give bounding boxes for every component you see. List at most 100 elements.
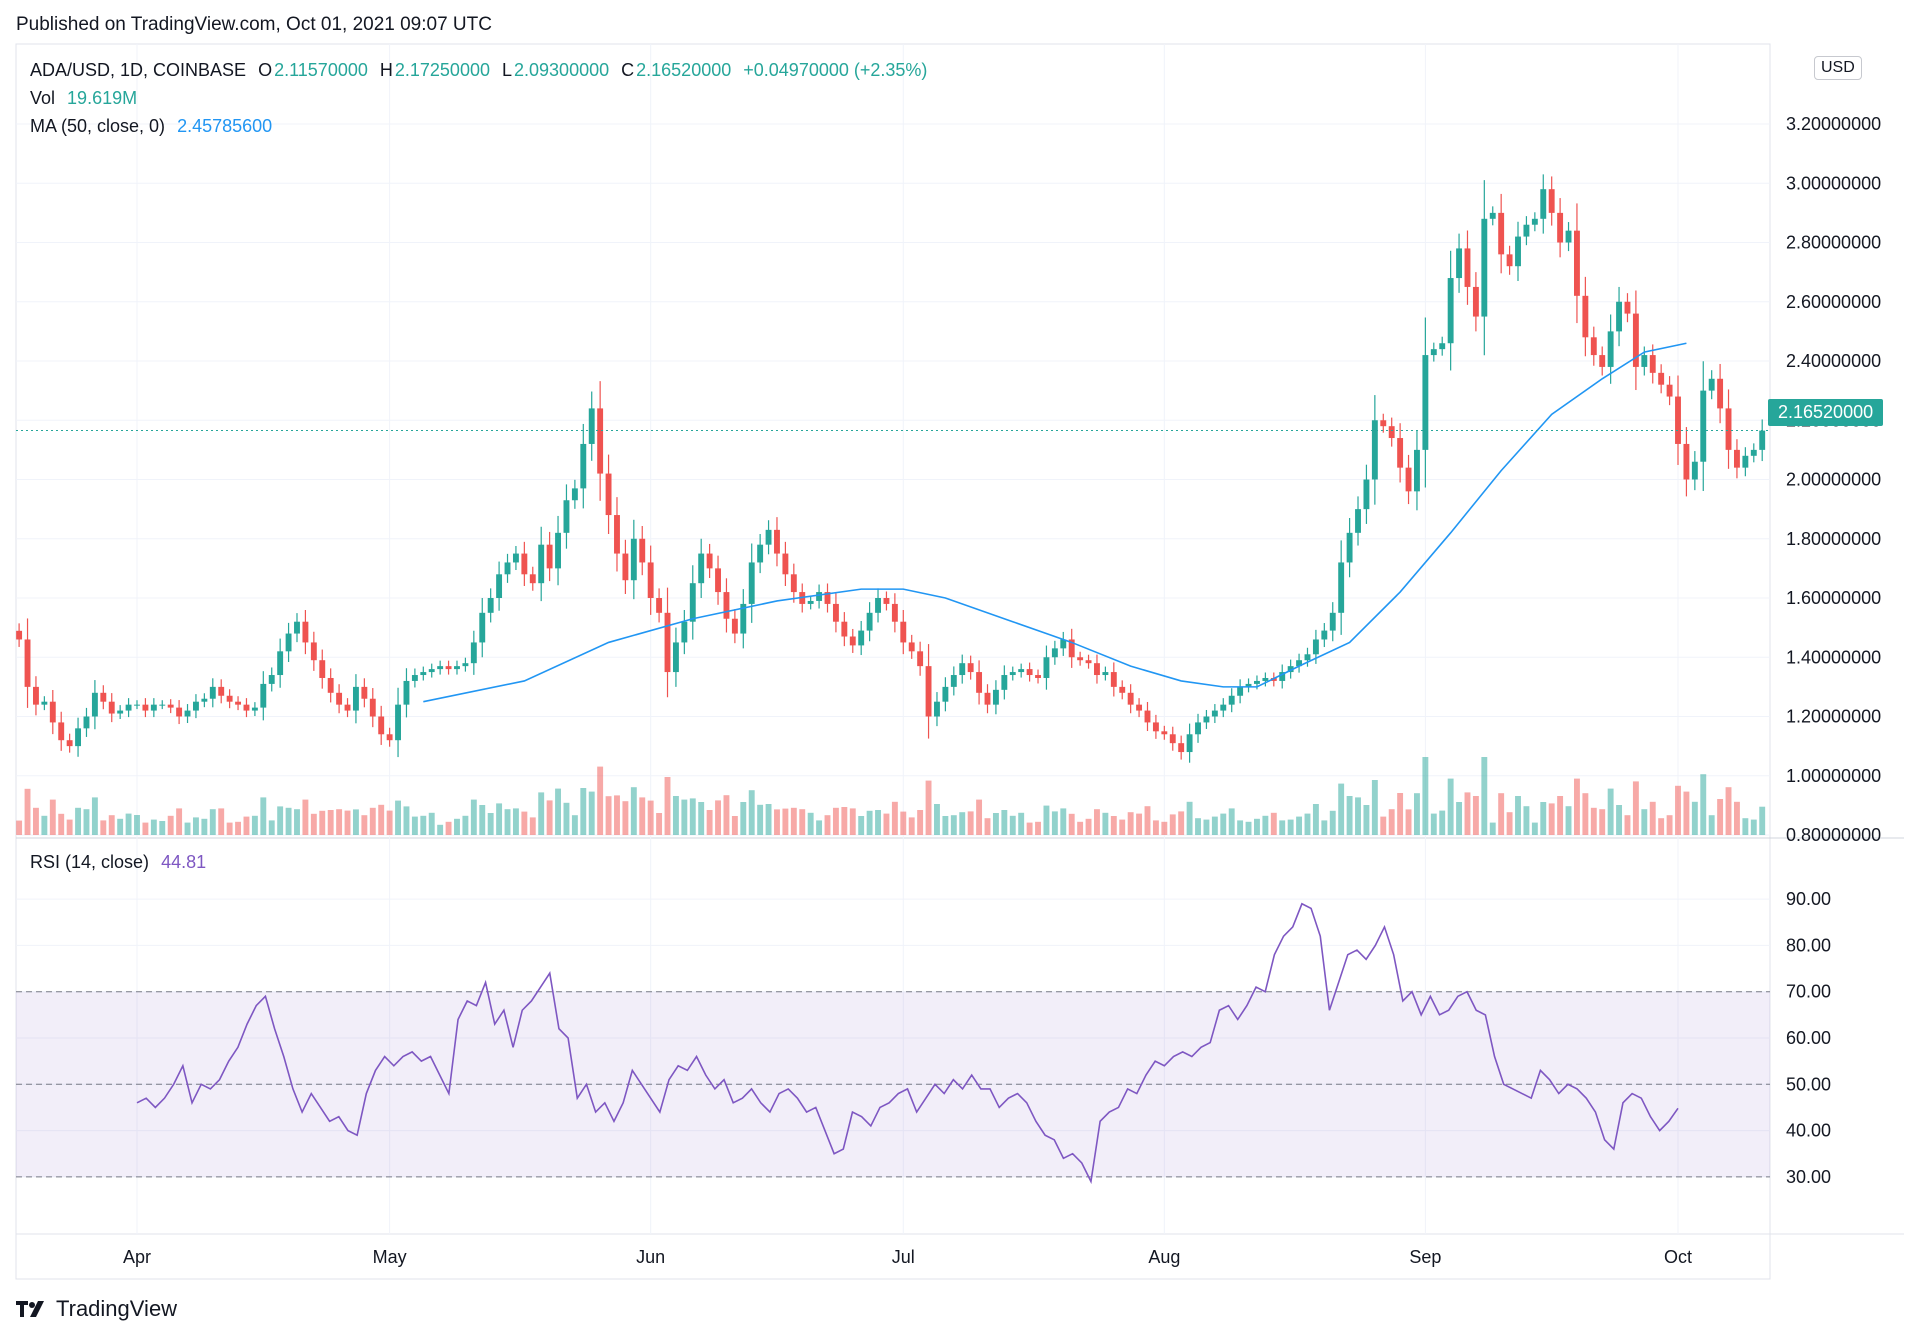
legend-ma-label: MA (50, close, 0)	[30, 116, 166, 136]
candle-body	[748, 562, 755, 604]
candle-body	[16, 630, 23, 640]
last-price-tag: 2.16520000	[1768, 399, 1884, 426]
candle-body	[403, 680, 410, 705]
volume-bar	[1127, 812, 1134, 835]
volume-bar	[597, 766, 604, 835]
candle-body	[108, 701, 115, 714]
price-tick-label: 2.40000000	[1786, 351, 1881, 371]
volume-bar	[959, 812, 966, 835]
candle-body	[327, 677, 334, 693]
volume-bar	[167, 815, 174, 835]
volume-bar	[1178, 811, 1185, 835]
candle-body	[1060, 639, 1067, 649]
volume-bar	[1506, 812, 1513, 835]
volume-bar	[117, 818, 124, 835]
volume-bar	[1582, 793, 1589, 835]
volume-bar	[243, 816, 250, 835]
legend-h-value: 2.17250000	[394, 60, 490, 80]
candle-body	[1641, 355, 1648, 367]
volume-bar	[176, 808, 183, 835]
volume-bar	[16, 820, 23, 835]
volume-bar	[1346, 796, 1353, 835]
volume-bar	[1481, 757, 1488, 835]
candle-body	[91, 692, 98, 717]
candle-body	[1472, 286, 1479, 317]
volume-bar	[555, 788, 561, 835]
volume-bar	[1287, 819, 1294, 835]
candle-body	[1447, 278, 1454, 344]
candle-body	[150, 704, 157, 711]
candle-body	[159, 704, 166, 706]
volume-bar	[319, 810, 326, 835]
volume-bar	[1439, 810, 1446, 835]
volume-bar	[1523, 806, 1530, 835]
volume-bar	[1169, 814, 1176, 835]
ma-line	[423, 342, 1687, 703]
volume-bar	[66, 819, 73, 835]
volume-bar	[24, 788, 31, 835]
candle-body	[445, 666, 452, 670]
candle-body	[925, 666, 932, 717]
candle-body	[1279, 672, 1286, 681]
candle-body	[1220, 704, 1227, 711]
candle-body	[1733, 449, 1740, 468]
volume-bar	[1371, 780, 1378, 835]
candle-body	[908, 642, 915, 652]
volume-bar	[849, 808, 856, 835]
volume-bar	[125, 813, 132, 835]
candle-body	[715, 568, 721, 593]
volume-bar	[75, 807, 82, 835]
candle-body	[723, 592, 730, 619]
volume-bar	[445, 821, 452, 835]
rsi-tick-label: 90.00	[1786, 889, 1831, 909]
candle-body	[1616, 301, 1623, 332]
volume-bar	[1414, 793, 1420, 835]
candle-body	[319, 660, 326, 678]
candle-body	[1203, 716, 1210, 723]
candle-body	[1607, 331, 1614, 367]
candle-body	[235, 701, 241, 705]
volume-bar	[251, 815, 258, 835]
candle-body	[891, 603, 898, 622]
volume-bar	[1683, 791, 1690, 835]
time-tick-label: May	[373, 1247, 407, 1267]
volume-bar	[1068, 813, 1075, 835]
candle-body	[934, 701, 940, 717]
candle-body	[588, 408, 595, 444]
candle-body	[1127, 692, 1134, 705]
volume-bar	[1195, 818, 1201, 835]
volume-bar	[1152, 820, 1159, 835]
volume-bar	[883, 813, 890, 835]
candle-body	[251, 707, 258, 711]
candle-body	[1371, 420, 1378, 480]
volume-bar	[1304, 813, 1311, 835]
volume-bar	[782, 808, 789, 835]
volume-bar	[1279, 820, 1286, 835]
volume-bar	[1211, 816, 1218, 835]
tradingview-logo[interactable]: TradingView	[16, 1296, 177, 1322]
candle-body	[731, 618, 738, 634]
candle-body	[496, 574, 503, 598]
volume-bar	[294, 809, 300, 835]
currency-button[interactable]: USD	[1814, 56, 1862, 80]
volume-bar	[1018, 812, 1025, 835]
candle-body	[1211, 710, 1218, 717]
price-tick-label: 1.60000000	[1786, 588, 1881, 608]
volume-bar	[218, 808, 225, 835]
volume-bar	[1186, 801, 1193, 835]
candle-body	[218, 686, 225, 696]
volume-bar	[917, 810, 924, 835]
ma50-polyline	[423, 342, 1687, 703]
candle-body	[757, 544, 764, 563]
volume-bar	[1430, 813, 1437, 835]
candle-body	[1430, 349, 1437, 356]
legend-rsi-value: 44.81	[161, 852, 207, 872]
candle-body	[260, 683, 267, 708]
candle-body	[395, 704, 401, 741]
volume-bar	[925, 780, 932, 835]
volume-bar	[437, 824, 444, 835]
volume-bar	[49, 799, 56, 835]
candle-body	[1422, 355, 1429, 450]
candle-body	[950, 675, 957, 687]
